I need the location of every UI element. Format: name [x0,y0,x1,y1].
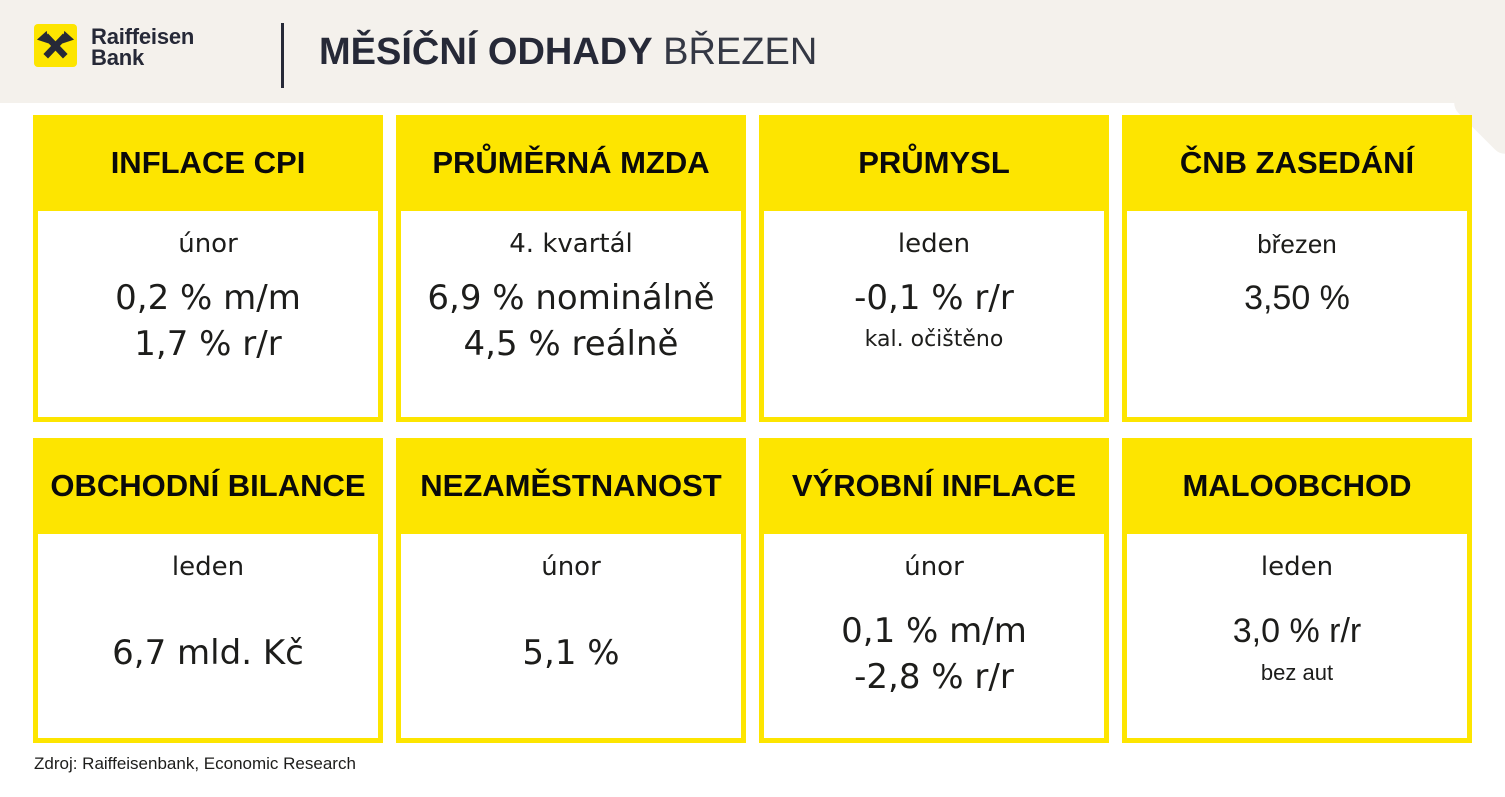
card-body: únor 0,1 % m/m -2,8 % r/r [759,534,1109,743]
card-header: PRŮMĚRNÁ MZDA [396,115,746,211]
card-period: leden [171,552,245,582]
brand-name-line1: Raiffeisen [91,24,195,49]
brand-logo: Raiffeisen Bank [34,24,195,70]
card-body: leden 3,0 % r/r bez aut [1122,534,1472,743]
card-body: únor 0,2 % m/m 1,7 % r/r [33,211,383,422]
card-title: OBCHODNÍ BILANCE [50,468,366,503]
card-header: OBCHODNÍ BILANCE [33,438,383,534]
card-period: březen [1257,229,1337,259]
card-title: VÝROBNÍ INFLACE [791,468,1077,503]
card-header: VÝROBNÍ INFLACE [759,438,1109,534]
card-body: únor 5,1 % [396,534,746,743]
card-value: 3,50 % [1244,279,1350,317]
brand-name: Raiffeisen Bank [91,24,195,70]
raiffeisen-gable-cross-icon [34,24,77,67]
card-header: MALOOBCHOD [1122,438,1472,534]
card-cnb-zasedani: ČNB ZASEDÁNÍ březen 3,50 % [1122,115,1472,422]
card-value: 0,2 % m/m [115,278,301,318]
page-title: MĚSÍČNÍ ODHADY BŘEZEN [319,28,817,76]
card-prumerna-mzda: PRŮMĚRNÁ MZDA 4. kvartál 6,9 % nominálně… [396,115,746,422]
card-values: 3,50 % [1127,275,1467,321]
card-values: 6,9 % nominálně 4,5 % reálně [401,275,741,367]
card-value: -2,8 % r/r [854,657,1014,697]
source-note: Zdroj: Raiffeisenbank, Economic Research [34,754,356,773]
card-note: bez aut [1260,660,1334,685]
card-period: únor [541,552,601,582]
card-body: 4. kvartál 6,9 % nominálně 4,5 % reálně [396,211,746,422]
card-obchodni-bilance: OBCHODNÍ BILANCE leden 6,7 mld. Kč [33,438,383,743]
card-values: 5,1 % [401,630,741,676]
card-values: 0,1 % m/m -2,8 % r/r [764,608,1104,700]
card-title: PRŮMĚRNÁ MZDA [432,145,710,180]
card-value: 1,7 % r/r [134,324,282,364]
card-period: 4. kvartál [509,229,633,259]
card-header: INFLACE CPI [33,115,383,211]
card-body: leden 6,7 mld. Kč [33,534,383,743]
card-body: březen 3,50 % [1122,211,1472,422]
header-divider [281,23,284,88]
card-value: 3,0 % r/r [1232,612,1362,650]
card-vyrobni-inflace: VÝROBNÍ INFLACE únor 0,1 % m/m -2,8 % r/… [759,438,1109,743]
card-period: únor [904,552,964,582]
card-title: ČNB ZASEDÁNÍ [1179,145,1415,180]
card-value: 5,1 % [522,633,620,673]
card-value: -0,1 % r/r [854,278,1014,318]
card-value: 4,5 % reálně [463,324,679,364]
card-values: 6,7 mld. Kč [38,630,378,676]
card-value: 6,7 mld. Kč [112,633,304,673]
card-body: leden -0,1 % r/r kal. očištěno [759,211,1109,422]
card-value: 6,9 % nominálně [427,278,715,318]
card-title: MALOOBCHOD [1182,468,1412,503]
card-header: NEZAMĚSTNANOST [396,438,746,534]
stat-cards-grid: INFLACE CPI únor 0,2 % m/m 1,7 % r/r PRŮ… [33,115,1472,743]
card-period: únor [178,229,238,259]
card-prumysl: PRŮMYSL leden -0,1 % r/r kal. očištěno [759,115,1109,422]
card-value: 0,1 % m/m [841,611,1027,651]
card-values: 3,0 % r/r [1127,608,1467,654]
top-band [0,0,1505,103]
card-values: 0,2 % m/m 1,7 % r/r [38,275,378,367]
page-title-main: MĚSÍČNÍ ODHADY [319,31,653,73]
card-maloobchod: MALOOBCHOD leden 3,0 % r/r bez aut [1122,438,1472,743]
card-period: leden [897,229,971,259]
card-values: -0,1 % r/r [764,275,1104,321]
card-nezamestnanost: NEZAMĚSTNANOST únor 5,1 % [396,438,746,743]
card-period: leden [1260,552,1334,582]
card-inflace-cpi: INFLACE CPI únor 0,2 % m/m 1,7 % r/r [33,115,383,422]
card-note: kal. očištěno [864,327,1004,352]
card-title: INFLACE CPI [110,145,306,180]
card-title: PRŮMYSL [858,145,1010,180]
page-title-month: BŘEZEN [663,31,818,73]
brand-name-line2: Bank [91,45,144,70]
card-title: NEZAMĚSTNANOST [420,468,722,503]
card-header: PRŮMYSL [759,115,1109,211]
card-header: ČNB ZASEDÁNÍ [1122,115,1472,211]
